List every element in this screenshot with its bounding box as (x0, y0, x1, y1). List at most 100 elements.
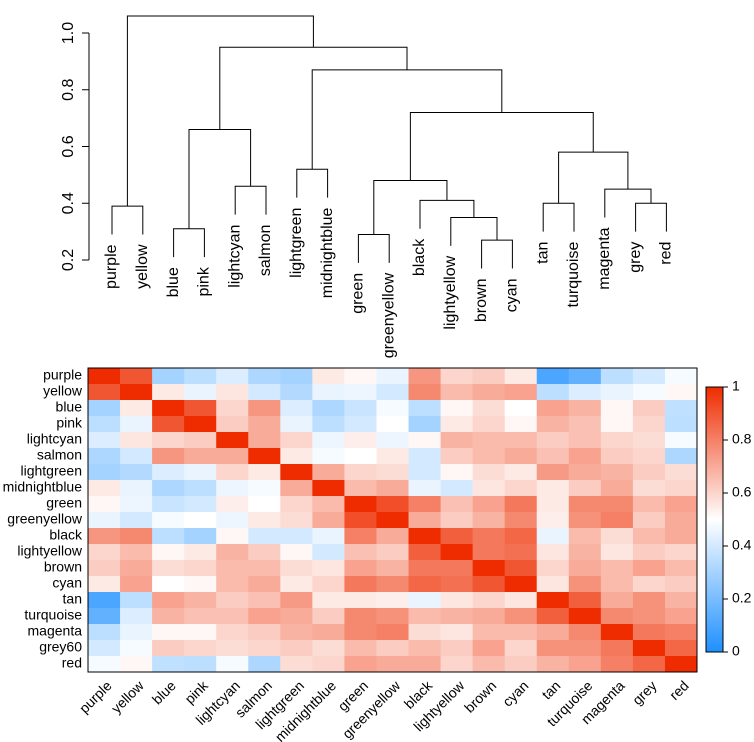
heatmap-cell (344, 544, 377, 561)
heatmap-cell (120, 624, 153, 641)
heatmap-cell (536, 480, 570, 497)
heatmap-cell (664, 368, 698, 385)
heatmap-cell (376, 512, 410, 529)
heatmap-cell (344, 416, 377, 433)
heatmap-cell (568, 592, 602, 609)
heatmap-row-label-salmon: salmon (37, 447, 82, 463)
heatmap-cell (664, 656, 698, 673)
heatmap-cell (664, 416, 698, 433)
heatmap-cell (344, 656, 377, 673)
heatmap-cell (536, 432, 570, 449)
heatmap-cell (632, 448, 666, 465)
heatmap-row-label-lightyellow: lightyellow (17, 543, 82, 559)
heatmap-col-label-cyan: cyan (499, 677, 531, 709)
heatmap-cell (344, 512, 377, 529)
heatmap-cell (664, 432, 698, 449)
heatmap-cell (216, 592, 249, 609)
heatmap-row-label-blue: blue (56, 399, 83, 415)
dendrogram-branch-m11 (542, 202, 575, 232)
heatmap-cell (376, 448, 410, 465)
heatmap-cell (248, 416, 281, 433)
heatmap-cell (248, 384, 281, 401)
heatmap-cell (504, 640, 538, 657)
heatmap-cell (632, 368, 666, 385)
heatmap-cell (504, 496, 538, 513)
heatmap-cell (248, 544, 281, 561)
heatmap-cell (408, 528, 442, 545)
heatmap-cell (216, 464, 249, 481)
heatmap-cell (248, 624, 281, 641)
heatmap-cell (152, 640, 185, 657)
dendrogram-leaf-greenyellow: greenyellow (380, 272, 397, 358)
heatmap-cell (632, 432, 666, 449)
heatmap-cell (88, 640, 121, 657)
heatmap-cell (600, 528, 634, 545)
heatmap-cell (536, 560, 570, 577)
heatmap-cell (280, 400, 313, 417)
heatmap-cell (248, 560, 281, 577)
heatmap-cell (344, 448, 377, 465)
heatmap-cell (568, 400, 602, 417)
heatmap-col-label-brown: brown (461, 677, 499, 715)
heatmap-cell (312, 656, 345, 673)
heatmap-cell (504, 592, 538, 609)
heatmap-cell (312, 384, 345, 401)
heatmap-cell (472, 480, 506, 497)
heatmap-cell (440, 448, 474, 465)
heatmap-cell (440, 384, 474, 401)
heatmap-cell (344, 592, 377, 609)
heatmap-cell (536, 384, 570, 401)
dendrogram-branch-m13 (604, 188, 652, 218)
heatmap-cell (472, 464, 506, 481)
heatmap-cell (216, 528, 249, 545)
heatmap-col-label-tan: tan (538, 677, 563, 702)
heatmap-cell (408, 512, 442, 529)
heatmap-cell (600, 480, 634, 497)
heatmap-cell (312, 496, 345, 513)
heatmap-cell (600, 512, 634, 529)
heatmap-cell (120, 480, 153, 497)
heatmap-cell (152, 624, 185, 641)
heatmap-cell (248, 576, 281, 593)
heatmap-cell (472, 640, 506, 657)
heatmap-cell (408, 592, 442, 609)
heatmap-cell (152, 432, 185, 449)
heatmap-cell (152, 448, 185, 465)
heatmap-cell (568, 480, 602, 497)
heatmap-cell (280, 432, 313, 449)
heatmap-cell (504, 560, 538, 577)
heatmap-cell (312, 560, 345, 577)
colorbar-tick-label: 0.2 (732, 590, 752, 606)
dendrogram-branch-m1 (111, 205, 144, 235)
heatmap-col-label-yellow: yellow (108, 677, 147, 716)
heatmap-cell (376, 464, 410, 481)
heatmap-cell (344, 624, 377, 641)
heatmap-cell (440, 576, 474, 593)
heatmap-cell (536, 608, 570, 625)
heatmap-cell (376, 432, 410, 449)
heatmap-cell (408, 656, 442, 673)
heatmap-cell (632, 608, 666, 625)
heatmap-cell (280, 592, 313, 609)
heatmap-cell (568, 432, 602, 449)
dendrogram-y-tick-label: 0.6 (60, 135, 77, 157)
heatmap-cell (88, 384, 121, 401)
dendrogram-leaf-purple: purple (103, 244, 120, 289)
heatmap-cell (472, 384, 506, 401)
heatmap-cell (152, 544, 185, 561)
heatmap-cell (344, 560, 377, 577)
heatmap-cell (440, 464, 474, 481)
heatmap-cell (120, 592, 153, 609)
heatmap-cell (408, 480, 442, 497)
heatmap-cell (376, 416, 410, 433)
heatmap-cell (376, 496, 410, 513)
heatmap-cell (536, 640, 570, 657)
heatmap-cell (216, 512, 249, 529)
dendrogram-leaf-labels: purple yellow blue pink lightcyan salmon light… (103, 207, 674, 358)
heatmap-cell (408, 416, 442, 433)
dendrogram-y-tick-label: 1.0 (60, 22, 77, 44)
heatmap-cell (600, 656, 634, 673)
dendrogram-leaf-brown: brown (473, 279, 490, 323)
